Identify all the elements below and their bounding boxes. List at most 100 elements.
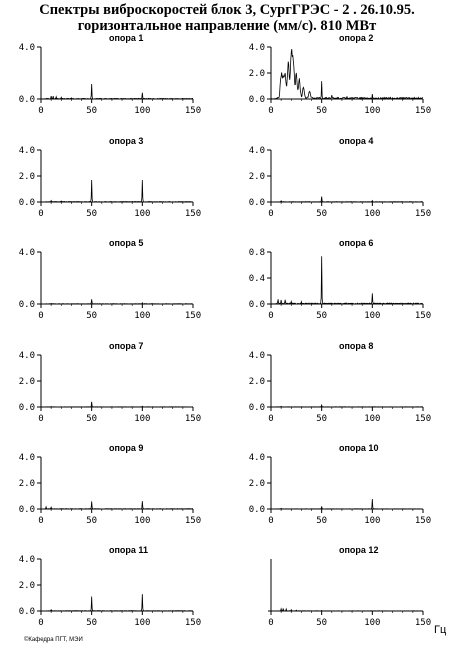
panel-3: опора 3 0 50 100 150 0.0 2.0 4.0 [19,136,201,219]
y-tick-label: 0.8 [249,248,265,258]
x-tick-label: 100 [134,516,150,526]
y-tick-label: 4.0 [249,146,265,156]
panel-8: опора 8 0 50 100 150 0.0 2.0 4.0 [249,341,431,424]
panel-2: опора 2 0 50 100 150 0.0 2.0 4.0 [249,33,431,116]
y-tick-label: 2.0 [249,172,265,182]
panel-5: опора 5 0 50 100 150 0.0 4.0 [19,238,201,321]
x-tick-label: 50 [86,414,97,424]
panel-title: опора 2 [339,33,373,43]
copyright-label: ©Кафедра ПГТ, МЭИ [24,636,83,643]
y-tick-label: 0.0 [19,300,35,310]
panel-title: опора 5 [109,238,143,248]
x-tick-label: 0 [38,414,43,424]
spectrum-line [271,499,424,510]
x-tick-label: 0 [38,516,43,526]
spectrum-line [270,48,424,101]
y-tick-label: 0.4 [249,274,265,284]
y-tick-label: 4.0 [19,555,35,565]
spectrum-line [40,179,194,203]
x-tick-label: 50 [86,516,97,526]
x-tick-label: 150 [185,311,201,321]
x-tick-label: 0 [268,311,273,321]
y-tick-label: 4.0 [249,351,265,361]
y-tick-label: 2.0 [249,479,265,489]
panel-title: опора 10 [339,443,378,453]
spectrum-line [40,84,194,100]
x-tick-label: 100 [364,209,380,219]
panel-title: опора 1 [109,33,143,43]
x-tick-label: 150 [185,106,201,116]
x-tick-label: 100 [364,516,380,526]
x-tick-label: 50 [316,106,327,116]
panel-title: опора 3 [109,136,143,146]
x-tick-label: 50 [86,106,97,116]
spectrum-line [40,401,194,408]
x-tick-label: 100 [134,618,150,628]
y-tick-label: 0.0 [249,95,265,105]
y-tick-label: 0.0 [19,95,35,105]
y-tick-label: 2.0 [249,69,265,79]
x-tick-label: 0 [268,414,273,424]
x-tick-label: 50 [86,209,97,219]
y-tick-label: 0.0 [19,607,35,617]
x-tick-label: 0 [38,618,43,628]
spectrum-line [40,594,194,612]
y-tick-label: 4.0 [19,453,35,463]
y-tick-label: 4.0 [249,453,265,463]
y-tick-label: 4.0 [19,43,35,53]
title-line-1: Спектры виброскоростей блок 3, СургГРЭС … [39,2,415,18]
spectrum-line [270,607,424,612]
x-tick-label: 100 [364,106,380,116]
x-tick-label: 150 [415,311,431,321]
x-tick-label: 0 [268,106,273,116]
x-tick-label: 50 [316,618,327,628]
chart-title: Спектры виброскоростей блок 3, СургГРЭС … [0,2,454,34]
panel-6: опора 6 0 50 100 150 0.0 0.4 0.8 [249,238,431,321]
panel-9: опора 9 0 50 100 150 0.0 2.0 4.0 [19,443,201,526]
panel-4: опора 4 0 50 100 150 0.0 2.0 4.0 [249,136,431,219]
panel-10: опора 10 0 50 100 150 0.0 2.0 4.0 [249,443,431,526]
x-tick-label: 150 [415,516,431,526]
y-tick-label: 4.0 [19,146,35,156]
panel-1: опора 1 0 50 100 150 0.0 4.0 [19,33,201,116]
x-tick-label: 50 [316,516,327,526]
x-tick-label: 150 [185,618,201,628]
x-tick-label: 150 [185,209,201,219]
y-tick-label: 2.0 [19,581,35,591]
x-tick-label: 0 [268,618,273,628]
x-tick-label: 100 [134,106,150,116]
panel-11: опора 11 0 50 100 150 0.0 2.0 4.0 [19,545,201,628]
spectrum-line [270,256,424,305]
x-tick-label: 150 [185,516,201,526]
y-tick-label: 4.0 [19,248,35,258]
y-tick-label: 2.0 [19,377,35,387]
x-tick-label: 100 [134,209,150,219]
y-tick-label: 4.0 [249,43,265,53]
x-tick-label: 0 [38,209,43,219]
y-tick-label: 0.0 [19,505,35,515]
x-tick-label: 0 [268,209,273,219]
spectrum-line [40,299,194,305]
panel-title: опора 11 [109,545,148,555]
x-tick-label: 0 [38,311,43,321]
y-tick-label: 0.0 [249,300,265,310]
x-tick-label: 0 [268,516,273,526]
x-tick-label: 150 [415,618,431,628]
x-tick-label: 50 [316,414,327,424]
panel-title: опора 12 [339,545,378,555]
x-tick-label: 100 [134,311,150,321]
y-tick-label: 2.0 [249,377,265,387]
x-tick-label: 0 [38,106,43,116]
x-tick-label: 150 [415,106,431,116]
title-line-2: горизонтальное направление (мм/с). 810 М… [77,18,377,34]
y-tick-label: 0.0 [19,198,35,208]
panel-title: опора 4 [339,136,373,146]
x-tick-label: 50 [316,209,327,219]
panel-7: опора 7 0 50 100 150 0.0 2.0 4.0 [19,341,201,424]
panel-title: опора 9 [109,443,143,453]
y-tick-label: 4.0 [19,351,35,361]
x-tick-label: 50 [86,311,97,321]
panel-title: опора 8 [339,341,373,351]
panel-title: опора 6 [339,238,373,248]
